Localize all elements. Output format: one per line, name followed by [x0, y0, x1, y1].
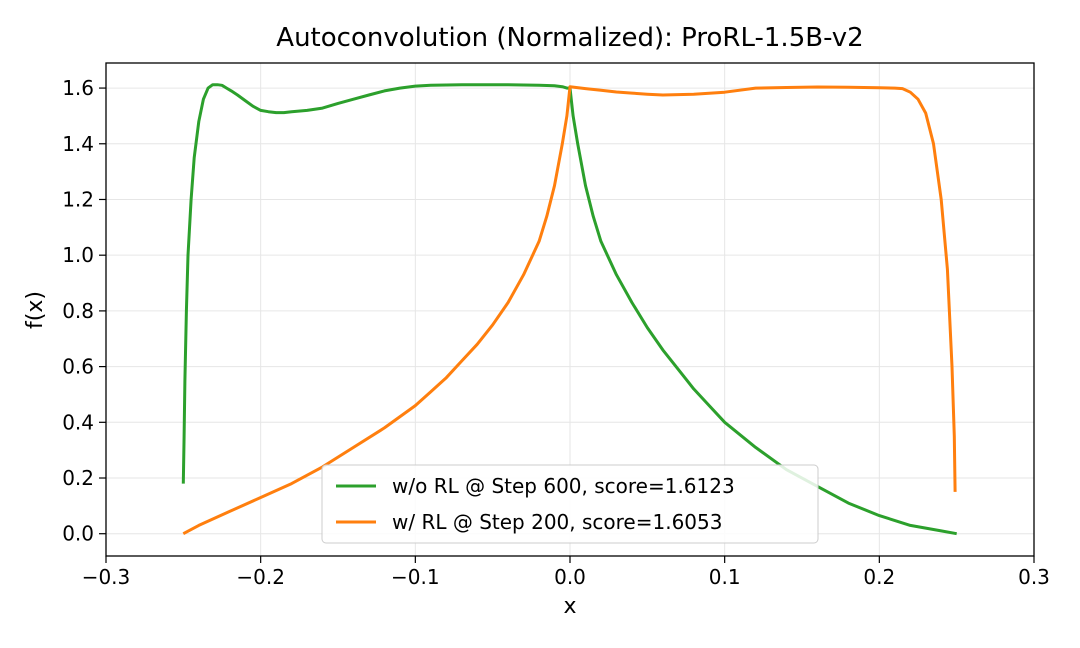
- y-tick-label: 0.8: [62, 299, 94, 323]
- series-layer: [181, 83, 957, 536]
- x-tick-label: 0.3: [1018, 565, 1050, 589]
- y-axis-label: f(x): [23, 291, 48, 329]
- x-tick-label: −0.3: [82, 565, 131, 589]
- x-tick-label: 0.2: [863, 565, 895, 589]
- series-line-w-o-rl: [181, 83, 957, 536]
- grid: [105, 63, 1035, 556]
- legend: w/o RL @ Step 600, score=1.6123 w/ RL @ …: [321, 464, 819, 544]
- x-tick-label: −0.1: [391, 565, 440, 589]
- y-tick-label: 0.0: [62, 522, 94, 546]
- x-tick-label: 0.0: [554, 565, 586, 589]
- x-tick-label: 0.1: [709, 565, 741, 589]
- series-line-w-rl: [182, 85, 957, 536]
- y-tick-label: 1.6: [62, 76, 94, 100]
- legend-label-w-o-rl: w/o RL @ Step 600, score=1.6123: [392, 474, 735, 498]
- y-tick-label: 1.2: [62, 187, 94, 211]
- y-tick-label: 0.4: [62, 410, 94, 434]
- x-axis-label: x: [563, 594, 576, 619]
- ticks: −0.3 −0.2 −0.1 0.0 0.1 0.2 0.3 0.0 0.2 0.4 0.6 0.8 1…: [62, 76, 1050, 589]
- y-tick-label: 1.4: [62, 132, 94, 156]
- y-tick-label: 0.2: [62, 466, 94, 490]
- y-tick-label: 1.0: [62, 243, 94, 267]
- x-tick-label: −0.2: [236, 565, 285, 589]
- y-tick-label: 0.6: [62, 355, 94, 379]
- chart-title: Autoconvolution (Normalized): ProRL-1.5B…: [276, 23, 863, 53]
- legend-label-w-rl: w/ RL @ Step 200, score=1.6053: [392, 510, 722, 534]
- legend-box: [321, 464, 819, 544]
